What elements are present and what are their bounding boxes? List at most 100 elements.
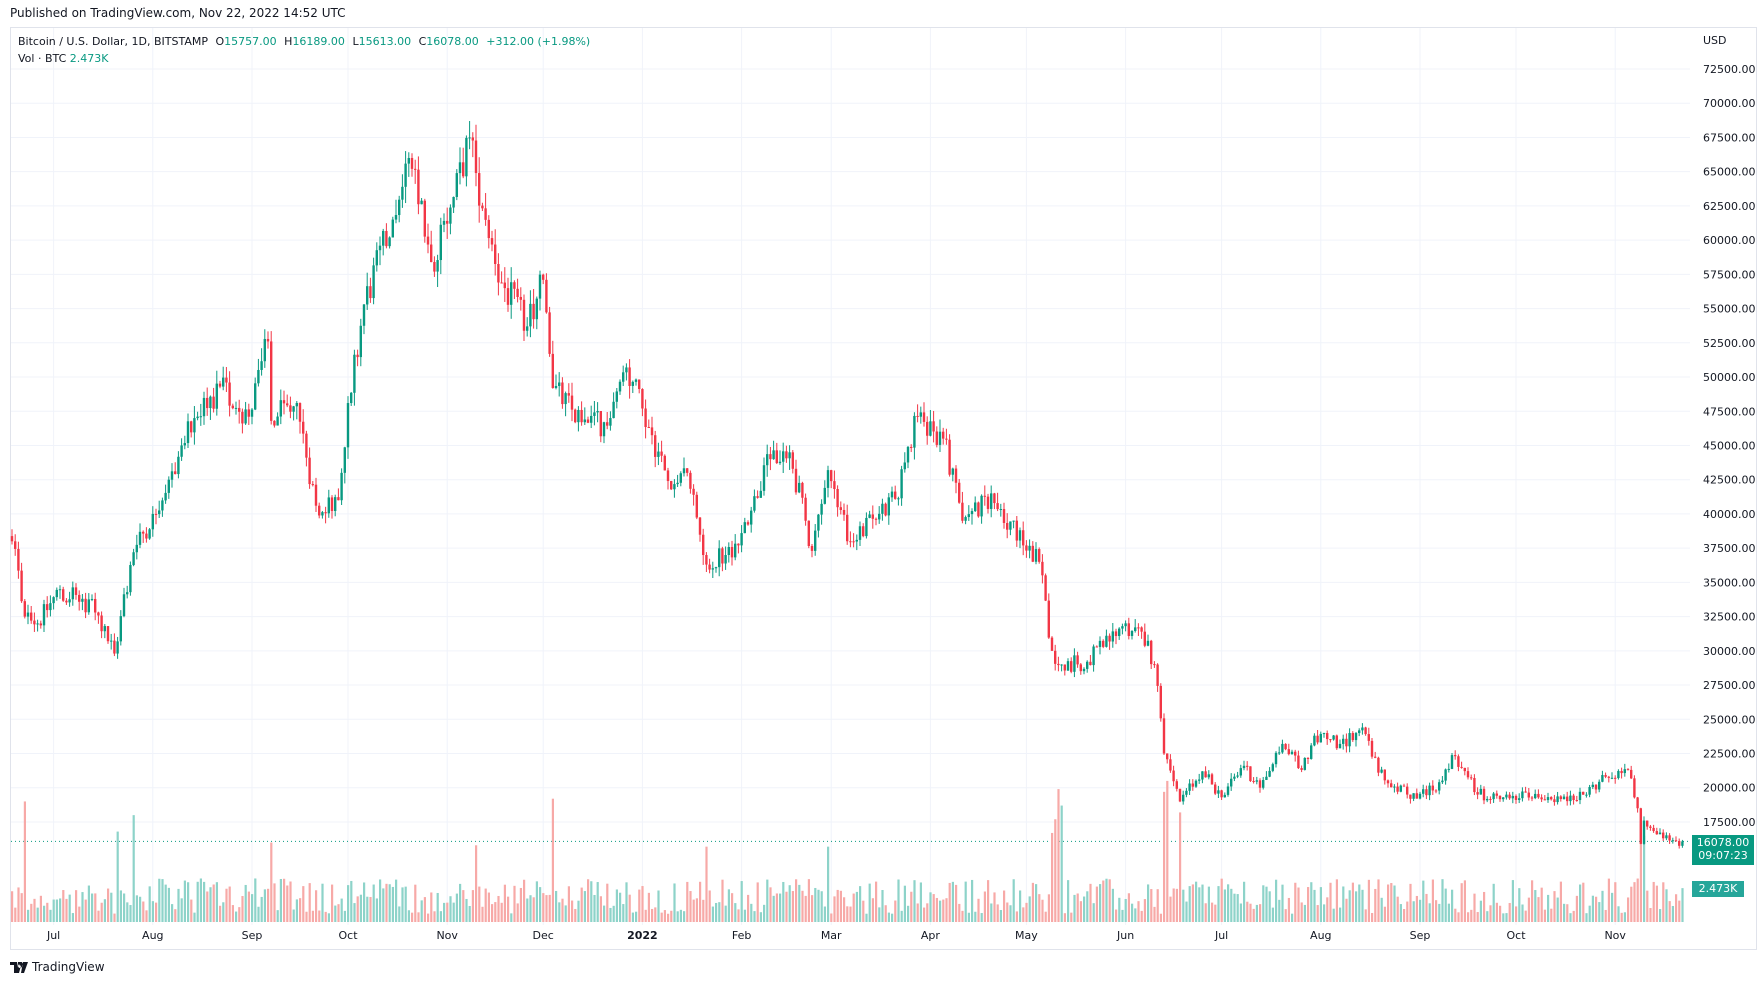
candle-body <box>1463 767 1466 772</box>
volume-bar <box>276 910 279 922</box>
candle-body <box>801 482 804 498</box>
candle-body <box>1390 783 1393 788</box>
candle-body <box>1630 769 1633 779</box>
volume-bar <box>711 906 714 922</box>
candle-body <box>778 461 782 464</box>
candle-body <box>497 263 500 283</box>
volume-bar <box>148 886 151 922</box>
candle-body <box>1006 522 1009 530</box>
volume-bar <box>1175 888 1178 922</box>
volume-bar <box>100 902 103 922</box>
volume-bar <box>1163 791 1166 922</box>
volume-bar <box>1390 883 1393 922</box>
time-tick-label: Apr <box>921 929 941 942</box>
candle-body <box>289 405 292 412</box>
volume-bar <box>599 896 602 922</box>
candle-body <box>874 518 878 520</box>
candle-body <box>506 288 510 305</box>
candle-body <box>849 541 852 543</box>
candle-body <box>94 598 97 613</box>
volume-bar <box>1675 894 1678 922</box>
volume-bar <box>68 894 71 922</box>
volume-bar <box>657 890 660 922</box>
candle-body <box>1559 796 1562 800</box>
candle-body <box>247 409 250 417</box>
candle-body <box>567 393 570 396</box>
candle-body <box>1159 685 1162 719</box>
volume-bar <box>1201 884 1204 922</box>
volume-bar <box>244 884 247 922</box>
volume-bar <box>231 905 234 922</box>
price-tick-label: 27500.00 <box>1703 679 1756 692</box>
time-tick-label: Aug <box>142 929 163 942</box>
candle-body <box>1649 826 1652 828</box>
volume-bar <box>670 910 673 922</box>
candle-body <box>631 381 634 386</box>
candle-body <box>1310 745 1313 759</box>
volume-bar <box>1598 902 1601 922</box>
price-tick-label: 37500.00 <box>1703 542 1756 555</box>
volume-bar <box>967 912 970 922</box>
volume-bar <box>689 891 692 922</box>
candle-body <box>273 420 276 426</box>
current-price: 16078.00 <box>1696 836 1750 849</box>
volume-bar <box>103 899 106 922</box>
volume-bar <box>350 880 353 922</box>
volume-bar <box>907 905 910 922</box>
candle-body <box>257 369 260 384</box>
candle-body <box>1655 831 1658 835</box>
candle-body <box>516 288 519 297</box>
volume-bar <box>852 893 855 922</box>
volume-bar <box>718 902 721 922</box>
candle-body <box>954 468 958 483</box>
volume-bar <box>683 911 686 922</box>
volume-bar <box>1284 909 1287 922</box>
volume-bar <box>487 892 490 922</box>
volume-bar <box>1361 889 1364 922</box>
candle-body <box>260 361 263 370</box>
volume-bar <box>1233 893 1236 922</box>
volume-bar <box>1575 895 1578 922</box>
volume-bar <box>1262 885 1265 922</box>
volume-bar <box>1582 882 1585 922</box>
candle-body <box>1636 797 1639 809</box>
candle-body <box>807 520 810 546</box>
candle-body <box>202 397 206 417</box>
candle-body <box>785 451 788 459</box>
price-tick-label: 45000.00 <box>1703 439 1756 452</box>
volume-bar <box>462 890 465 922</box>
candle-body <box>1210 774 1214 785</box>
volume-bar <box>1019 890 1022 922</box>
candle-body <box>1169 759 1172 771</box>
candle-body <box>756 496 759 498</box>
time-tick-label: Oct <box>1506 929 1526 942</box>
candle-body <box>1582 791 1585 795</box>
volume-bar <box>43 905 46 922</box>
candle-body <box>689 472 692 489</box>
volume-bar <box>1415 895 1418 922</box>
volume-bar <box>1246 901 1249 922</box>
candle-body <box>1537 793 1540 798</box>
symbol-name[interactable]: Bitcoin / U.S. Dollar, 1D, BITSTAMP <box>18 35 208 48</box>
volume-bar <box>705 846 708 922</box>
candle-body <box>551 353 554 388</box>
volume-bar <box>267 888 270 922</box>
volume-bar <box>1185 901 1188 922</box>
tradingview-logo[interactable]: TradingView <box>10 960 105 974</box>
volume-bar <box>724 905 727 922</box>
volume-bar <box>731 893 734 922</box>
candle-body <box>1057 663 1060 666</box>
candle-body <box>1514 795 1518 800</box>
volume-bar <box>1271 907 1274 922</box>
candle-body <box>426 236 430 245</box>
volume-bar <box>580 887 583 922</box>
volume-bar <box>91 893 94 922</box>
candle-body <box>663 455 666 471</box>
candle-body <box>1399 785 1402 792</box>
candle-body <box>106 626 110 642</box>
candle-body <box>1668 835 1671 841</box>
candle-body <box>1242 765 1246 769</box>
volume-bar <box>593 894 596 922</box>
candle-body <box>1393 786 1396 788</box>
